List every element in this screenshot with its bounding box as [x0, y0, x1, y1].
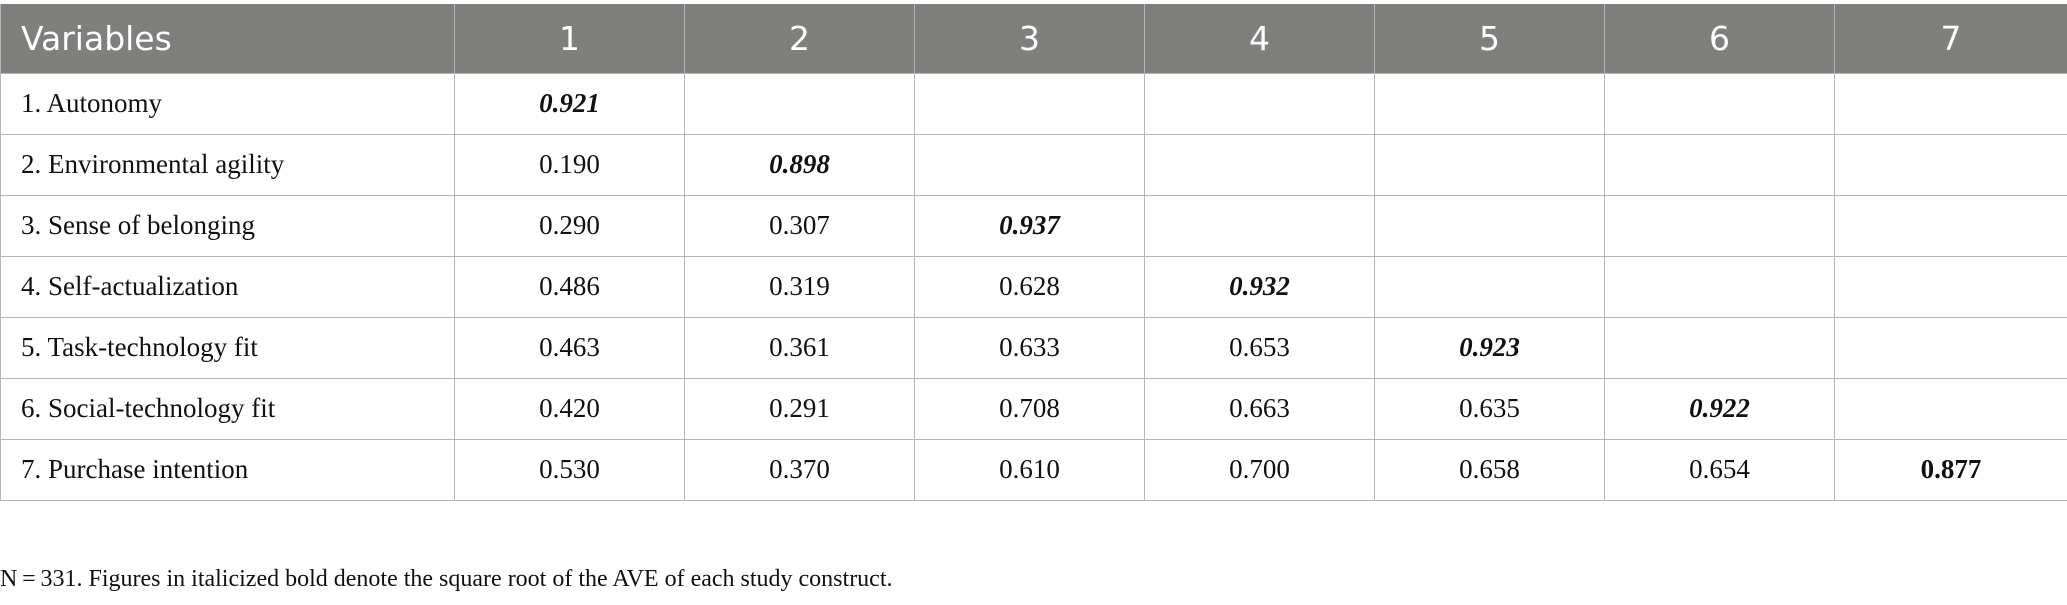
- table-cell: [914, 72, 1145, 135]
- table-cell: 0.708: [914, 377, 1145, 440]
- correlation-table-container: Variables 1 2 3 4 5 6 7 1. Autonomy 0.92…: [0, 4, 2067, 501]
- row-label: 2. Environmental agility: [0, 133, 455, 196]
- table-cell: [1374, 133, 1605, 196]
- row-label: 1. Autonomy: [0, 72, 455, 135]
- header-col-4: 4: [1144, 4, 1375, 74]
- table-cell: 0.463: [454, 316, 685, 379]
- header-col-1: 1: [454, 4, 685, 74]
- row-label: 3. Sense of belonging: [0, 194, 455, 257]
- table-cell: [1144, 133, 1375, 196]
- header-col-5: 5: [1374, 4, 1605, 74]
- table-cell: 0.922: [1604, 377, 1835, 440]
- table-cell: [1834, 377, 2067, 440]
- table-cell: 0.420: [454, 377, 685, 440]
- table-cell: [1834, 72, 2067, 135]
- table-cell: 0.663: [1144, 377, 1375, 440]
- table-row: 4. Self-actualization 0.486 0.319 0.628 …: [0, 255, 2067, 318]
- table-cell: 0.700: [1144, 438, 1375, 501]
- table-cell: 0.530: [454, 438, 685, 501]
- table-cell: 0.877: [1834, 438, 2067, 501]
- header-col-2: 2: [684, 4, 915, 74]
- table-cell: [1374, 255, 1605, 318]
- table-cell: 0.628: [914, 255, 1145, 318]
- table-cell: 0.370: [684, 438, 915, 501]
- table-row: 1. Autonomy 0.921: [0, 72, 2067, 135]
- table-cell: [684, 72, 915, 135]
- table-cell: [1604, 255, 1835, 318]
- table-cell: 0.319: [684, 255, 915, 318]
- table-cell: 0.307: [684, 194, 915, 257]
- header-col-7: 7: [1834, 4, 2067, 74]
- table-cell: [1834, 133, 2067, 196]
- table-cell: 0.658: [1374, 438, 1605, 501]
- table-cell: 0.654: [1604, 438, 1835, 501]
- table-footnote: N = 331. Figures in italicized bold deno…: [0, 566, 893, 592]
- table-row: 6. Social-technology fit 0.420 0.291 0.7…: [0, 377, 2067, 440]
- table-cell: 0.921: [454, 72, 685, 135]
- table-cell: [1834, 316, 2067, 379]
- table-cell: 0.635: [1374, 377, 1605, 440]
- table-cell: [1374, 194, 1605, 257]
- table-cell: 0.923: [1374, 316, 1605, 379]
- header-col-3: 3: [914, 4, 1145, 74]
- table-cell: [1604, 316, 1835, 379]
- row-label: 5. Task-technology fit: [0, 316, 455, 379]
- correlation-table: Variables 1 2 3 4 5 6 7 1. Autonomy 0.92…: [0, 4, 2067, 501]
- table-cell: 0.190: [454, 133, 685, 196]
- row-label: 6. Social-technology fit: [0, 377, 455, 440]
- table-cell: 0.898: [684, 133, 915, 196]
- table-cell: 0.486: [454, 255, 685, 318]
- row-label: 4. Self-actualization: [0, 255, 455, 318]
- table-row: 5. Task-technology fit 0.463 0.361 0.633…: [0, 316, 2067, 379]
- table-cell: 0.932: [1144, 255, 1375, 318]
- table-cell: 0.361: [684, 316, 915, 379]
- table-cell: 0.633: [914, 316, 1145, 379]
- table-cell: [1834, 194, 2067, 257]
- table-row: 3. Sense of belonging 0.290 0.307 0.937: [0, 194, 2067, 257]
- table-row: 7. Purchase intention 0.530 0.370 0.610 …: [0, 438, 2067, 501]
- table-cell: [1604, 194, 1835, 257]
- table-cell: [1604, 72, 1835, 135]
- table-cell: [1374, 72, 1605, 135]
- row-label: 7. Purchase intention: [0, 438, 455, 501]
- table-cell: 0.937: [914, 194, 1145, 257]
- table-cell: [1144, 72, 1375, 135]
- table-row: 2. Environmental agility 0.190 0.898: [0, 133, 2067, 196]
- table-cell: [914, 133, 1145, 196]
- table-cell: [1834, 255, 2067, 318]
- header-variables: Variables: [0, 4, 455, 74]
- table-cell: 0.610: [914, 438, 1145, 501]
- table-cell: [1604, 133, 1835, 196]
- header-col-6: 6: [1604, 4, 1835, 74]
- table-cell: 0.653: [1144, 316, 1375, 379]
- table-cell: [1144, 194, 1375, 257]
- table-header-row: Variables 1 2 3 4 5 6 7: [0, 4, 2067, 74]
- table-cell: 0.290: [454, 194, 685, 257]
- table-cell: 0.291: [684, 377, 915, 440]
